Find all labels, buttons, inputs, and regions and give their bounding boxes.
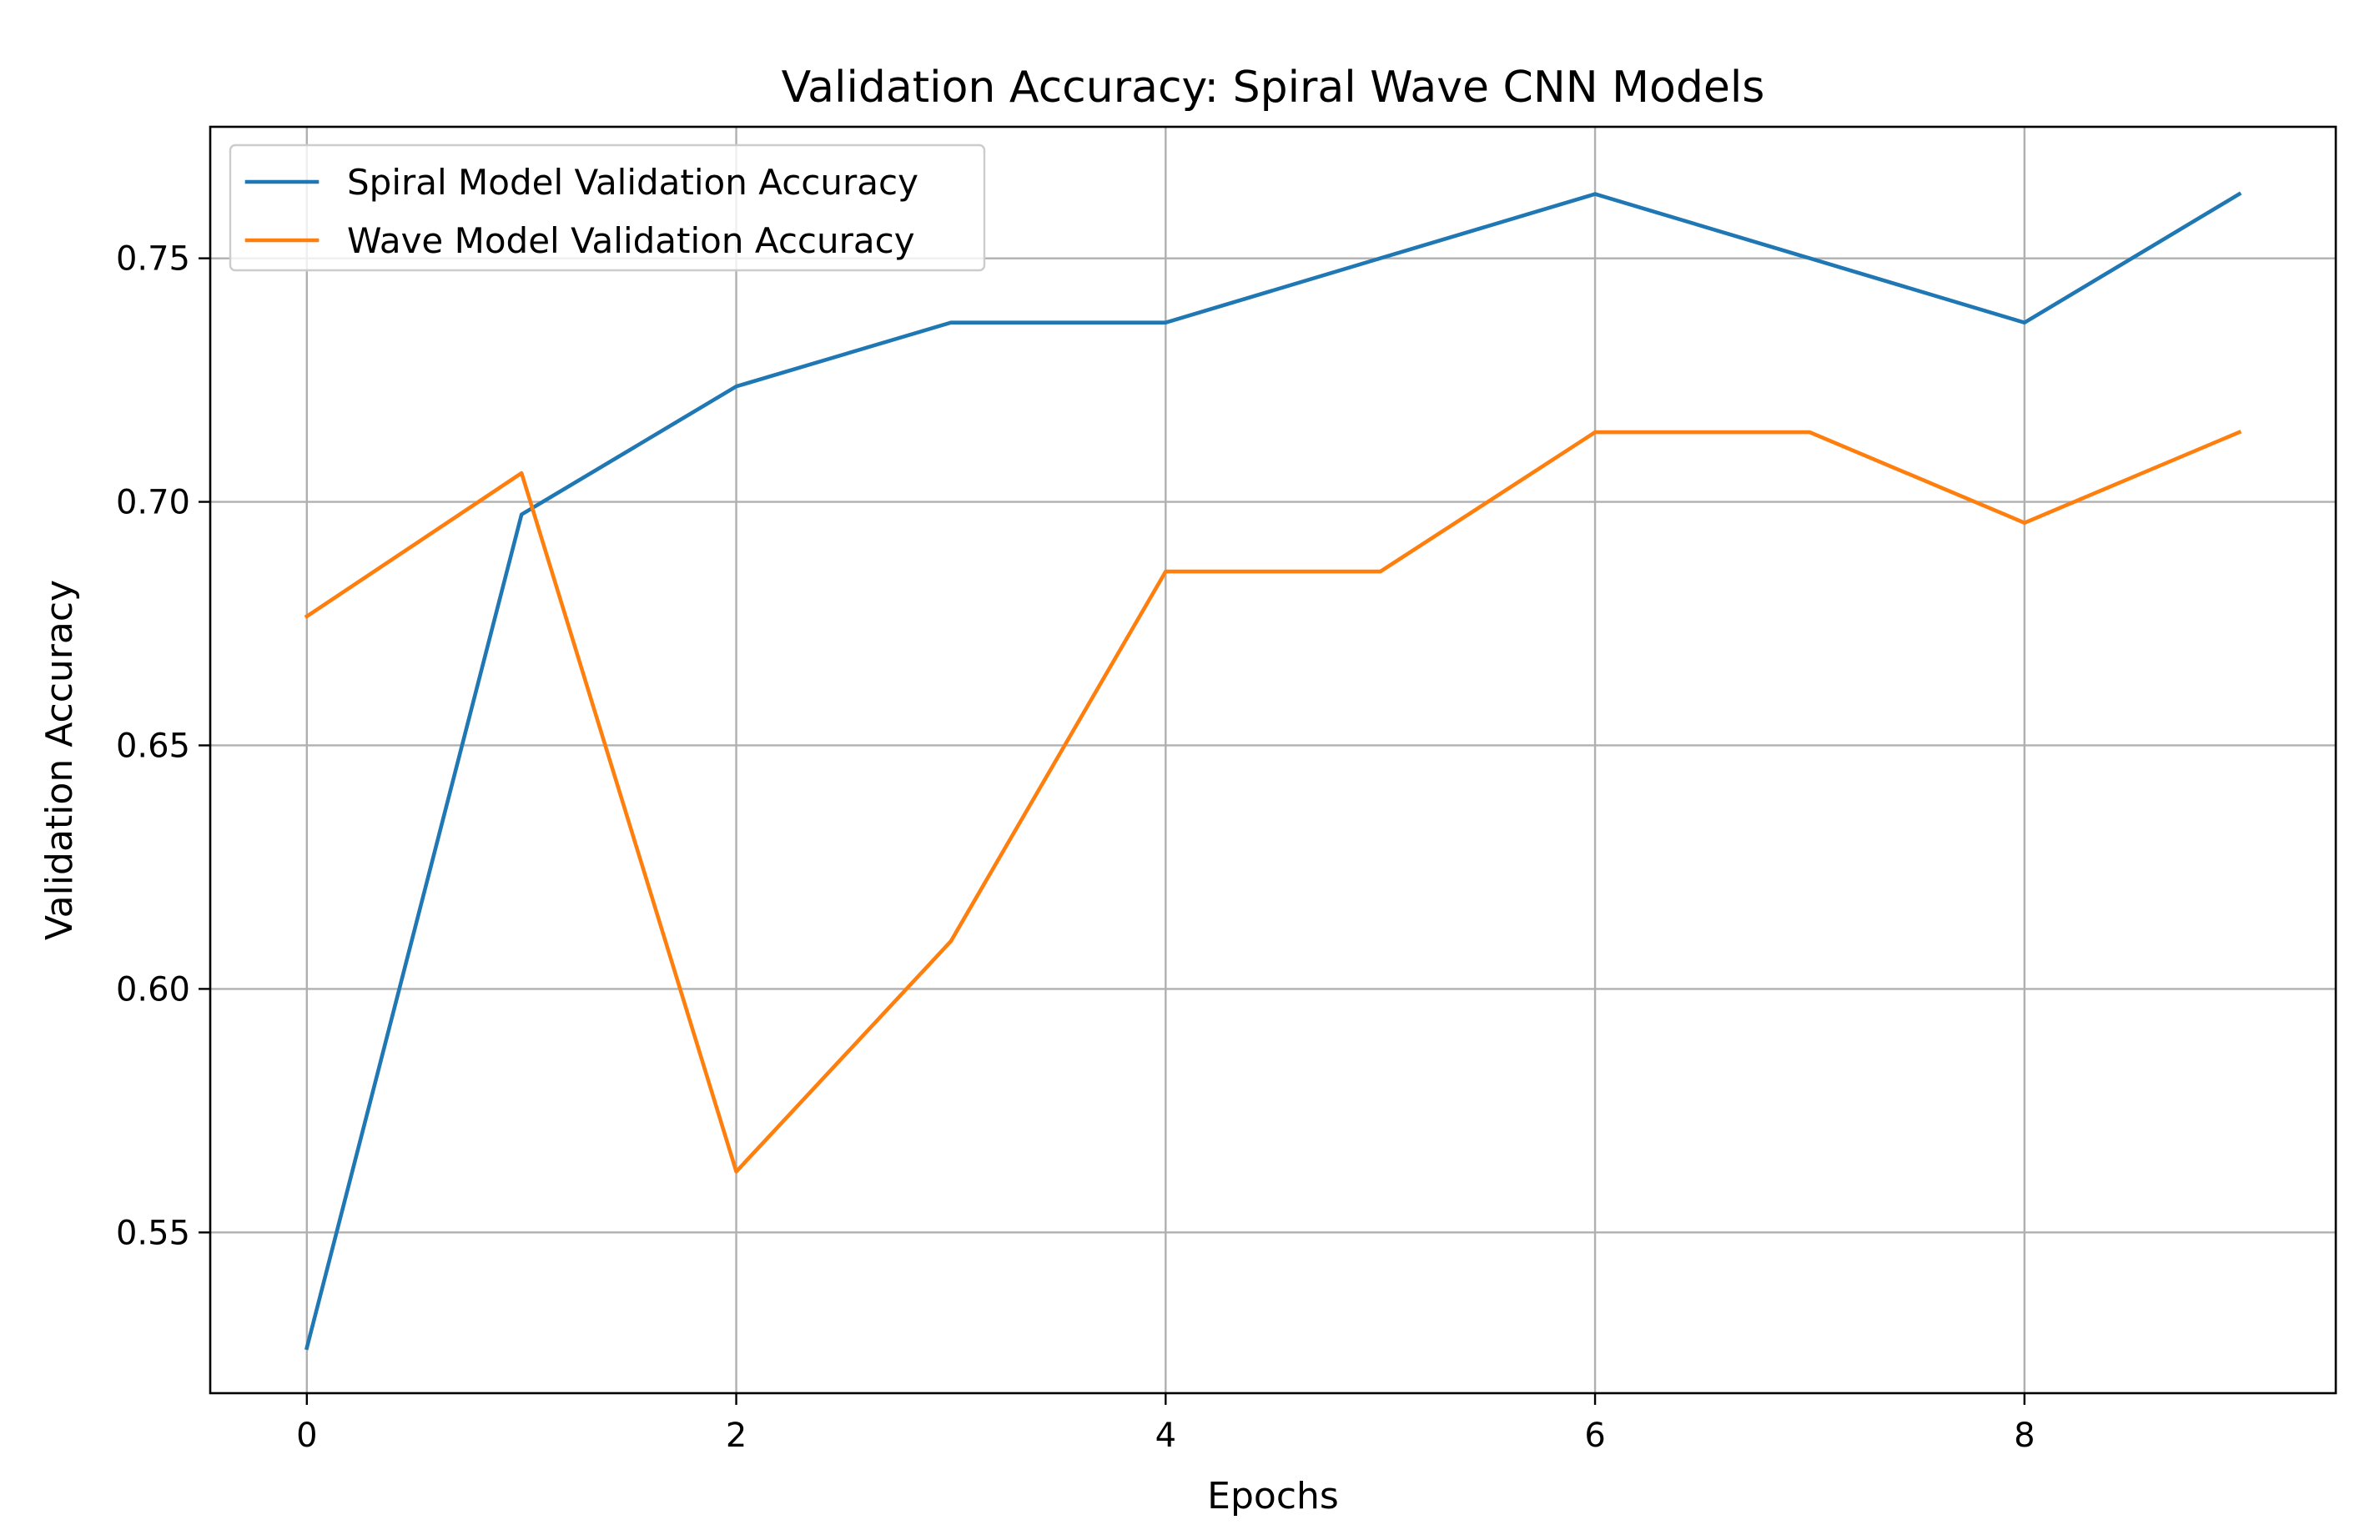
y-tick-label: 0.60 <box>116 970 190 1009</box>
legend-label-spiral: Spiral Model Validation Accuracy <box>347 162 918 203</box>
x-axis-label: Epochs <box>1207 1475 1339 1517</box>
plot-frame <box>209 125 2337 1395</box>
x-tick-label: 8 <box>2014 1417 2035 1455</box>
y-tick-label: 0.55 <box>116 1214 190 1252</box>
chart-title: Validation Accuracy: Spiral Wave CNN Mod… <box>782 63 1765 113</box>
legend-box <box>229 143 986 272</box>
y-tick-label: 0.75 <box>116 240 190 279</box>
y-axis-label: Validation Accuracy <box>38 580 81 940</box>
grid-lines <box>210 127 2336 1393</box>
x-tick-label: 6 <box>1584 1417 1605 1455</box>
series-line-wave <box>304 430 2242 1174</box>
x-tick-label: 4 <box>1155 1417 1176 1455</box>
legend: Spiral Model Validation Accuracy Wave Mo… <box>229 143 986 272</box>
series-line-spiral <box>304 191 2242 1351</box>
legend-label-wave: Wave Model Validation Accuracy <box>347 220 915 261</box>
y-tick-label: 0.70 <box>116 484 190 522</box>
axis-ticks: 0 2 4 6 8 0.55 0.60 0.65 0.70 0.75 <box>116 240 2035 1455</box>
y-tick-label: 0.65 <box>116 727 190 765</box>
series-lines <box>304 191 2242 1351</box>
x-tick-label: 0 <box>296 1417 317 1455</box>
x-tick-label: 2 <box>726 1417 747 1455</box>
